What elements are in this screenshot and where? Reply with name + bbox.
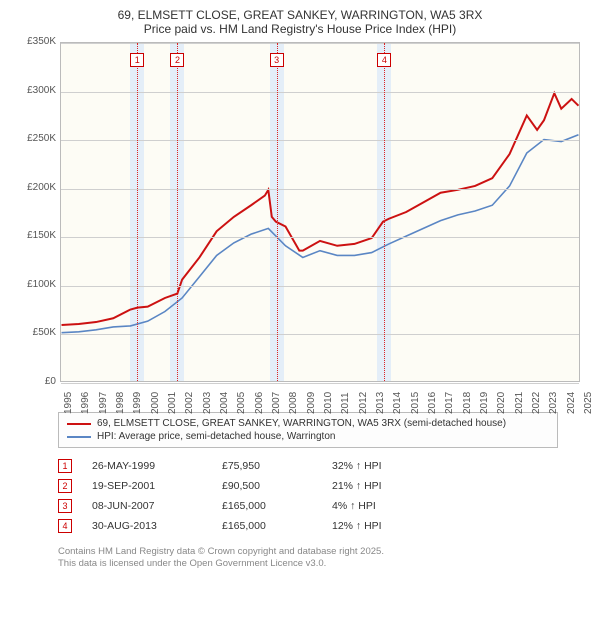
gridline [61, 237, 579, 238]
chart-area: 1234 £0£50K£100K£150K£200K£250K£300K£350… [20, 42, 580, 402]
line-series-svg [61, 43, 579, 381]
sale-row-marker: 1 [58, 459, 72, 473]
footnote: Contains HM Land Registry data © Crown c… [58, 546, 590, 571]
x-axis-label: 2012 [358, 392, 369, 414]
sales-table: 1 26-MAY-1999 £75,950 32% ↑ HPI 2 19-SEP-2001… [58, 456, 590, 536]
x-axis-label: 2025 [583, 392, 594, 414]
x-axis-label: 2007 [271, 392, 282, 414]
x-axis-label: 2008 [288, 392, 299, 414]
x-axis-label: 2019 [479, 392, 490, 414]
x-axis-label: 2004 [219, 392, 230, 414]
sale-row: 2 19-SEP-2001 £90,500 21% ↑ HPI [58, 476, 590, 496]
sale-date: 19-SEP-2001 [92, 480, 202, 492]
gridline [61, 189, 579, 190]
sale-row: 1 26-MAY-1999 £75,950 32% ↑ HPI [58, 456, 590, 476]
sale-delta: 4% ↑ HPI [332, 500, 422, 512]
sale-delta: 12% ↑ HPI [332, 520, 422, 532]
x-axis-label: 2020 [496, 392, 507, 414]
gridline [61, 286, 579, 287]
x-axis-label: 2014 [392, 392, 403, 414]
y-axis-label: £350K [20, 36, 56, 47]
x-axis-label: 2001 [167, 392, 178, 414]
x-axis-label: 1997 [98, 392, 109, 414]
x-axis-label: 2022 [531, 392, 542, 414]
sale-row: 3 08-JUN-2007 £165,000 4% ↑ HPI [58, 496, 590, 516]
sale-price: £165,000 [222, 500, 312, 512]
x-axis-label: 2003 [202, 392, 213, 414]
x-axis-label: 1995 [63, 392, 74, 414]
title-line-1: 69, ELMSETT CLOSE, GREAT SANKEY, WARRING… [10, 8, 590, 22]
footnote-line-1: Contains HM Land Registry data © Crown c… [58, 546, 590, 558]
title-line-2: Price paid vs. HM Land Registry's House … [10, 22, 590, 36]
x-axis-label: 2017 [444, 392, 455, 414]
gridline [61, 334, 579, 335]
chart-title: 69, ELMSETT CLOSE, GREAT SANKEY, WARRING… [10, 8, 590, 36]
x-axis-label: 1998 [115, 392, 126, 414]
x-axis-label: 2011 [340, 392, 351, 414]
sale-delta: 21% ↑ HPI [332, 480, 422, 492]
x-axis-label: 2021 [514, 392, 525, 414]
plot-region: 1 2 3 4 [60, 42, 580, 382]
sale-price: £165,000 [222, 520, 312, 532]
y-axis-label: £100K [20, 279, 56, 290]
x-axis-label: 1996 [80, 392, 91, 414]
gridline [61, 383, 579, 384]
sale-date: 26-MAY-1999 [92, 460, 202, 472]
x-axis-label: 2009 [306, 392, 317, 414]
x-axis-label: 2023 [548, 392, 559, 414]
x-axis-label: 2000 [150, 392, 161, 414]
sale-row-marker: 4 [58, 519, 72, 533]
y-axis-label: £300K [20, 85, 56, 96]
x-axis-label: 2006 [254, 392, 265, 414]
sale-marker-line [177, 43, 178, 381]
x-axis-label: 2016 [427, 392, 438, 414]
y-axis-label: £150K [20, 230, 56, 241]
legend-label: HPI: Average price, semi-detached house,… [97, 431, 335, 442]
sale-row: 4 30-AUG-2013 £165,000 12% ↑ HPI [58, 516, 590, 536]
gridline [61, 140, 579, 141]
sale-price: £90,500 [222, 480, 312, 492]
sale-marker-box: 3 [270, 53, 284, 67]
sale-marker-box: 2 [170, 53, 184, 67]
legend-swatch [67, 423, 91, 425]
x-axis-label: 2015 [410, 392, 421, 414]
sale-date: 08-JUN-2007 [92, 500, 202, 512]
y-axis-label: £200K [20, 182, 56, 193]
sale-date: 30-AUG-2013 [92, 520, 202, 532]
sale-delta: 32% ↑ HPI [332, 460, 422, 472]
x-axis-label: 2024 [566, 392, 577, 414]
legend-swatch [67, 436, 91, 438]
sale-marker-line [137, 43, 138, 381]
x-axis-label: 2002 [184, 392, 195, 414]
sale-row-marker: 2 [58, 479, 72, 493]
gridline [61, 43, 579, 44]
footnote-line-2: This data is licensed under the Open Gov… [58, 558, 590, 570]
y-axis-label: £50K [20, 327, 56, 338]
gridline [61, 92, 579, 93]
legend-item: HPI: Average price, semi-detached house,… [67, 430, 549, 443]
x-axis-label: 1999 [132, 392, 143, 414]
legend: 69, ELMSETT CLOSE, GREAT SANKEY, WARRING… [58, 412, 558, 448]
sale-marker-box: 4 [377, 53, 391, 67]
legend-item: 69, ELMSETT CLOSE, GREAT SANKEY, WARRING… [67, 417, 549, 430]
sale-marker-box: 1 [130, 53, 144, 67]
x-axis-label: 2010 [323, 392, 334, 414]
sale-price: £75,950 [222, 460, 312, 472]
sale-marker-line [384, 43, 385, 381]
y-axis-label: £250K [20, 133, 56, 144]
y-axis-label: £0 [20, 376, 56, 387]
x-axis-label: 2013 [375, 392, 386, 414]
series-subject [62, 93, 579, 325]
sale-marker-line [277, 43, 278, 381]
sale-row-marker: 3 [58, 499, 72, 513]
x-axis-label: 2018 [462, 392, 473, 414]
legend-label: 69, ELMSETT CLOSE, GREAT SANKEY, WARRING… [97, 418, 506, 429]
x-axis-label: 2005 [236, 392, 247, 414]
